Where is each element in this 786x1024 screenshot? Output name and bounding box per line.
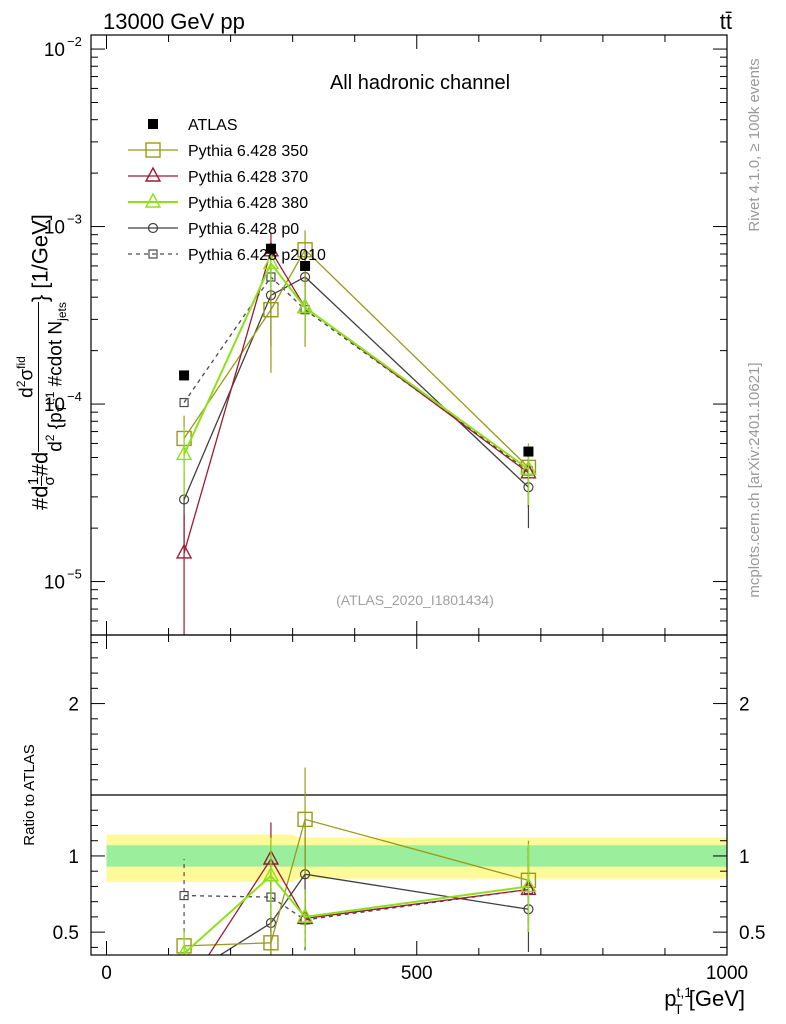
ratio-data-point — [296, 907, 314, 923]
analysis-watermark: (ATLAS_2020_I1801434) — [336, 592, 494, 608]
ratio-y-tick-label-right: 2 — [739, 695, 750, 716]
ratio-data-point — [177, 985, 191, 998]
legend-item: Pythia 6.428 p0 — [128, 221, 299, 238]
data-point — [179, 397, 189, 408]
main-y-tick-label: 10 — [44, 218, 65, 239]
x-label-sup: t,1 — [677, 984, 693, 1000]
ratio-series-pythia-6-428-380 — [178, 837, 537, 955]
x-axis-label: pt,1 T [GeV] — [664, 984, 745, 1017]
ylabel-part-d: #d — [27, 451, 53, 477]
data-point — [175, 543, 193, 559]
data-point — [263, 302, 279, 318]
ratio-data-point — [297, 811, 313, 828]
legend: ATLAS Pythia 6.428 350 Pythia 6.428 370 Pyt… — [128, 117, 326, 264]
ratio-y-tick-label-right: 0.5 — [739, 923, 765, 944]
header-process: tt̄ — [720, 9, 732, 34]
main-y-tick-label: 10 — [44, 573, 65, 594]
series-atlas — [179, 243, 534, 457]
legend-label: Pythia 6.428 380 — [188, 195, 308, 212]
series-line — [183, 261, 530, 470]
ratio-series-line — [184, 888, 529, 921]
ylabel-frac-2: d2σfid d2 {pTt,1 #cdot Njets — [10, 302, 73, 452]
legend-item: ATLAS — [148, 117, 238, 134]
x-tick-label: 1000 — [706, 963, 748, 984]
ratio-data-point — [180, 973, 189, 982]
legend-item: Pythia 6.428 370 — [128, 166, 308, 186]
main-panel: 10−510−410−310−2 All hadronic channel (A… — [44, 34, 728, 636]
series-pythia-6-428-380 — [175, 243, 537, 505]
ratio-series-line — [183, 874, 529, 955]
ratio-y-tick-label: 2 — [68, 695, 79, 716]
data-point — [179, 370, 190, 381]
data-point — [265, 243, 276, 254]
data-point — [175, 444, 193, 461]
main-y-tick-label: 10 — [44, 40, 65, 61]
rivet-version-label: Rivet 4.1.0, ≥ 100k events — [746, 58, 763, 232]
data-point — [296, 298, 314, 314]
data-point — [297, 242, 313, 258]
legend-marker — [144, 192, 162, 208]
series-line — [183, 276, 529, 500]
ratio-data-point — [262, 866, 280, 882]
ratio-data-point — [520, 876, 537, 893]
ratio-y-axis-label: Ratio to ATLAS — [21, 744, 38, 846]
series-pythia-6-428-p2010 — [179, 272, 534, 476]
series-pythia-6-428-350 — [176, 230, 537, 508]
main-y-tick-exponent: −2 — [67, 34, 82, 49]
ratio-y-tick-label-right: 1 — [739, 847, 750, 868]
ratio-y-tick-label: 0.5 — [53, 923, 79, 944]
data-point — [520, 459, 537, 475]
legend-label: Pythia 6.428 p0 — [188, 221, 299, 238]
ylabel-part-p: } [1/GeV] — [27, 214, 53, 303]
ratio-series-line — [184, 818, 529, 947]
x-tick-label: 0 — [101, 963, 112, 984]
main-y-tick-label: 10 — [44, 395, 65, 416]
legend-item: Pythia 6.428 350 — [128, 142, 308, 160]
legend-label: ATLAS — [188, 117, 238, 134]
main-y-tick-exponent: −5 — [67, 567, 82, 582]
legend-item: Pythia 6.428 380 — [128, 192, 308, 212]
main-y-tick-exponent: −3 — [67, 212, 82, 227]
source-label: mcplots.cern.ch [arXiv:2401.10621] — [746, 362, 763, 598]
data-point — [262, 253, 280, 270]
main-y-tick-exponent: −4 — [67, 389, 82, 404]
ylabel-part-a: #d — [27, 485, 53, 510]
ratio-y-tick-label: 1 — [68, 847, 79, 868]
legend-item: Pythia 6.428 p2010 — [128, 247, 326, 264]
data-point — [523, 446, 534, 457]
ratio-data-point — [179, 890, 189, 901]
ratio-series-line — [219, 873, 529, 955]
legend-label: Pythia 6.428 350 — [188, 143, 308, 160]
series-pythia-6-428-370 — [175, 232, 537, 635]
x-label-sub: T — [674, 1001, 683, 1017]
legend-marker — [145, 142, 161, 158]
legend-marker — [144, 166, 162, 182]
ratio-data-point — [178, 943, 190, 955]
ratio-series-line — [207, 857, 529, 955]
x-label-main: p — [664, 986, 676, 1011]
legend-marker — [148, 249, 158, 259]
ratio-data-point — [263, 935, 279, 951]
main-title: All hadronic channel — [330, 72, 510, 94]
legend-marker — [148, 119, 158, 129]
x-label-unit: [GeV] — [683, 986, 745, 1011]
legend-label: Pythia 6.428 p2010 — [188, 247, 326, 264]
series-line — [183, 249, 529, 554]
legend-label: Pythia 6.428 370 — [188, 169, 308, 186]
ratio-band-inner — [106, 845, 727, 867]
ratio-frame — [90, 634, 728, 956]
header-energy: 13000 GeV pp — [103, 9, 245, 34]
data-point — [300, 260, 311, 271]
series-pythia-6-428-p0 — [178, 251, 534, 546]
main-y-axis-label: #d 1 σ #d d2σfid d2 {pTt,1 #cdot Njets} [1/Ge… — [10, 0, 69, 510]
x-tick-label: 500 — [401, 963, 433, 984]
legend-marker — [147, 222, 159, 234]
ratio-panel: 0.5 0.5 1 1 2 2 0 500 1000 — [53, 634, 765, 998]
